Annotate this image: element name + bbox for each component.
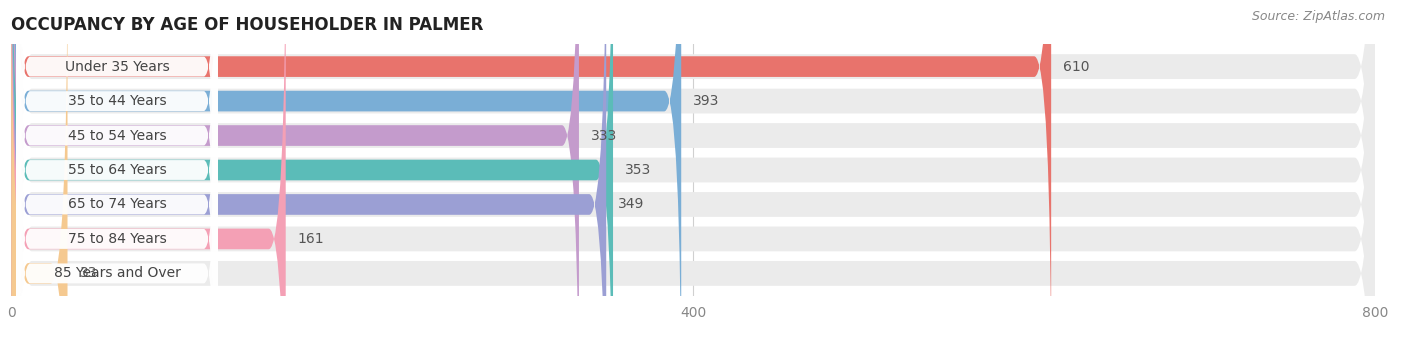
Text: OCCUPANCY BY AGE OF HOUSEHOLDER IN PALMER: OCCUPANCY BY AGE OF HOUSEHOLDER IN PALME…: [11, 16, 484, 34]
FancyBboxPatch shape: [11, 0, 1375, 340]
Text: 353: 353: [624, 163, 651, 177]
FancyBboxPatch shape: [17, 0, 218, 340]
FancyBboxPatch shape: [17, 0, 218, 340]
Text: 610: 610: [1063, 59, 1090, 73]
FancyBboxPatch shape: [11, 0, 606, 340]
Text: Under 35 Years: Under 35 Years: [65, 59, 169, 73]
FancyBboxPatch shape: [11, 0, 613, 340]
Text: Source: ZipAtlas.com: Source: ZipAtlas.com: [1251, 10, 1385, 23]
FancyBboxPatch shape: [11, 0, 682, 340]
FancyBboxPatch shape: [17, 0, 218, 333]
FancyBboxPatch shape: [17, 0, 218, 340]
FancyBboxPatch shape: [11, 0, 1052, 340]
FancyBboxPatch shape: [17, 7, 218, 340]
Text: 65 to 74 Years: 65 to 74 Years: [67, 198, 166, 211]
FancyBboxPatch shape: [11, 0, 1375, 340]
Text: 75 to 84 Years: 75 to 84 Years: [67, 232, 166, 246]
FancyBboxPatch shape: [17, 0, 218, 340]
Text: 85 Years and Over: 85 Years and Over: [53, 267, 180, 280]
Text: 393: 393: [693, 94, 720, 108]
Text: 45 to 54 Years: 45 to 54 Years: [67, 129, 166, 142]
Text: 161: 161: [298, 232, 325, 246]
Text: 33: 33: [80, 267, 97, 280]
FancyBboxPatch shape: [11, 0, 1375, 340]
FancyBboxPatch shape: [17, 0, 218, 340]
Text: 35 to 44 Years: 35 to 44 Years: [67, 94, 166, 108]
Text: 55 to 64 Years: 55 to 64 Years: [67, 163, 166, 177]
Text: 333: 333: [591, 129, 617, 142]
FancyBboxPatch shape: [11, 0, 285, 340]
FancyBboxPatch shape: [11, 0, 579, 340]
Text: 349: 349: [619, 198, 644, 211]
FancyBboxPatch shape: [11, 0, 1375, 340]
FancyBboxPatch shape: [11, 0, 1375, 340]
FancyBboxPatch shape: [11, 0, 67, 340]
FancyBboxPatch shape: [11, 0, 1375, 340]
FancyBboxPatch shape: [11, 0, 1375, 340]
